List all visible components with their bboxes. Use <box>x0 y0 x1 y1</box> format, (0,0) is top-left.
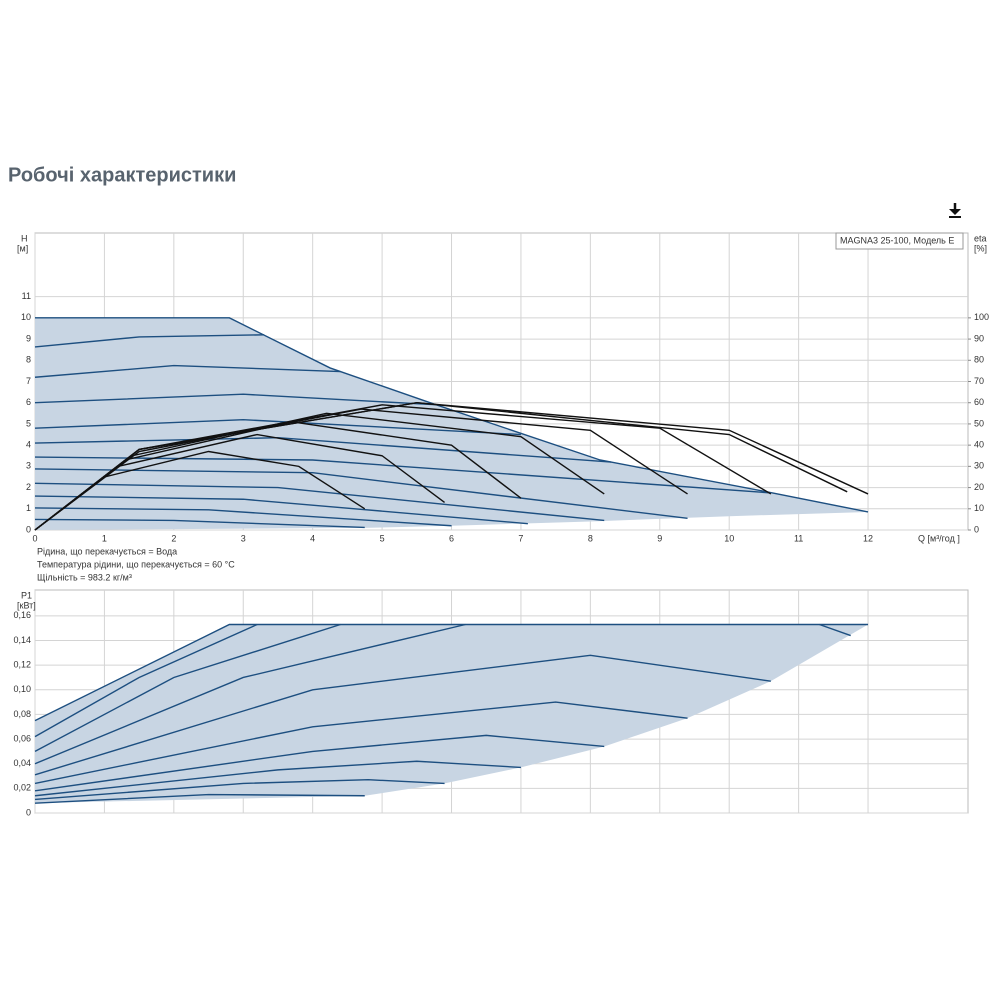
y-tick-label: 3 <box>26 461 31 471</box>
curve <box>34 734 605 792</box>
curve <box>34 518 365 529</box>
curve <box>34 623 869 722</box>
curve <box>34 468 688 520</box>
y-tick-label: 11 <box>22 291 31 301</box>
x-tick-label: 8 <box>588 533 593 543</box>
x-tick-label: 1 <box>102 533 107 543</box>
y2-tick-label: 20 <box>974 482 984 492</box>
curve <box>34 495 528 525</box>
y-tick-label: 7 <box>26 376 31 386</box>
x-axis-label: Q [м³/год ] <box>918 533 960 543</box>
y-tick-label: 0,08 <box>13 709 31 719</box>
operating-area <box>35 624 869 804</box>
y-axis-unit: [м] <box>17 243 28 253</box>
y-tick-label: 9 <box>26 333 31 343</box>
curve <box>819 623 851 637</box>
y2-tick-label: 60 <box>974 397 984 407</box>
curve <box>34 623 258 738</box>
curve <box>34 760 521 797</box>
y2-tick-label: 100 <box>974 312 989 322</box>
y-tick-label: 0,14 <box>13 635 31 645</box>
y2-tick-label: 40 <box>974 440 984 450</box>
curve <box>34 654 771 776</box>
y2-axis-label: eta <box>974 233 987 243</box>
y2-tick-label: 90 <box>974 333 984 343</box>
x-tick-label: 3 <box>241 533 246 543</box>
y-tick-label: 0 <box>26 807 31 817</box>
y-tick-label: 1 <box>26 503 31 513</box>
x-tick-label: 0 <box>32 533 37 543</box>
model-label: MAGNA3 25-100, Модель E <box>840 235 954 245</box>
y-tick-label: 8 <box>26 355 31 365</box>
y-tick-label: 2 <box>26 482 31 492</box>
x-tick-label: 9 <box>657 533 662 543</box>
y-tick-label: 0,12 <box>13 660 31 670</box>
y2-tick-label: 70 <box>974 376 984 386</box>
x-tick-label: 6 <box>449 533 454 543</box>
x-tick-label: 5 <box>380 533 385 543</box>
annotation: Температура рідини, що перекачується = 6… <box>37 559 235 569</box>
model-label-box <box>835 232 964 250</box>
y-tick-label: 0,06 <box>13 733 31 743</box>
y-tick-label: 0 <box>26 524 31 534</box>
y-axis-unit: [кВт] <box>17 600 36 610</box>
y-axis-label: P1 <box>21 590 32 600</box>
y-tick-label: 0,10 <box>13 684 31 694</box>
curve <box>34 334 265 348</box>
y-axis-label: H <box>21 233 28 243</box>
y2-tick-label: 0 <box>974 524 979 534</box>
y2-tick-label: 50 <box>974 418 984 428</box>
annotation: Рідина, що перекачується = Вода <box>37 546 177 556</box>
curve <box>34 779 445 801</box>
y-tick-label: 5 <box>26 418 31 428</box>
annotation: Щільність = 983.2 кг/м³ <box>37 572 132 582</box>
x-tick-label: 7 <box>518 533 523 543</box>
download-button[interactable] <box>949 203 961 218</box>
y-tick-label: 0,04 <box>13 758 31 768</box>
y2-tick-label: 80 <box>974 355 984 365</box>
x-tick-label: 2 <box>171 533 176 543</box>
x-tick-label: 12 <box>863 533 873 543</box>
curve <box>34 701 688 785</box>
x-tick-label: 10 <box>724 533 734 543</box>
y-tick-label: 0,02 <box>13 783 31 793</box>
operating-area <box>35 317 869 530</box>
x-tick-label: 11 <box>794 533 803 543</box>
curve <box>34 507 452 527</box>
y-tick-label: 6 <box>26 397 31 407</box>
y2-axis-unit: [%] <box>974 243 987 253</box>
page-title: Робочі характеристики <box>8 164 236 186</box>
curve <box>34 793 365 804</box>
y2-tick-label: 10 <box>974 503 984 513</box>
y-tick-label: 0,16 <box>13 610 31 620</box>
x-tick-label: 4 <box>310 533 315 543</box>
curve <box>34 623 341 753</box>
y-tick-label: 4 <box>26 440 31 450</box>
curve <box>34 623 466 765</box>
efficiency-curve <box>34 402 869 531</box>
y-tick-label: 10 <box>21 312 31 322</box>
curve <box>34 418 521 436</box>
curve <box>34 393 438 406</box>
curve <box>34 482 605 522</box>
curve <box>34 364 341 378</box>
y2-tick-label: 30 <box>974 461 984 471</box>
